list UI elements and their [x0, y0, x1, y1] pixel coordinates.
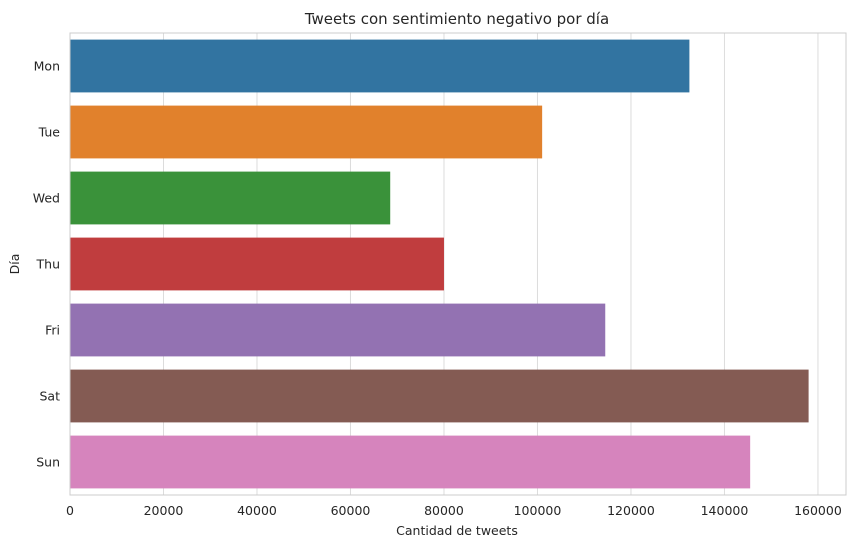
bar-fri	[70, 303, 606, 357]
x-tick-label: 100000	[514, 503, 562, 518]
bar-sat	[70, 369, 809, 423]
bar-sun	[70, 435, 751, 489]
y-tick-label: Fri	[45, 323, 60, 338]
x-tick-labels: 0 20000 40000 60000 80000 100000 120000 140000 1…	[66, 503, 842, 518]
x-tick-label: 120000	[607, 503, 655, 518]
y-tick-label: Sat	[40, 389, 61, 404]
y-tick-labels: Mon Tue Wed Thu Fri Sat Sun	[33, 59, 61, 470]
plot-frame	[69, 32, 847, 496]
bar-mon	[70, 39, 690, 93]
y-tick-label: Wed	[33, 191, 60, 206]
chart-title: Tweets con sentimiento negativo por día	[304, 10, 609, 28]
bar-thu	[70, 237, 444, 291]
bar-wed	[70, 171, 391, 225]
y-axis-label: Día	[7, 254, 22, 275]
y-tick-label: Tue	[38, 125, 61, 140]
x-axis-label: Cantidad de tweets	[396, 523, 518, 538]
y-tick-label: Mon	[34, 59, 60, 74]
x-tick-label: 140000	[701, 503, 749, 518]
x-tick-label: 160000	[794, 503, 842, 518]
y-tick-label: Thu	[36, 257, 60, 272]
x-tick-label: 60000	[331, 503, 371, 518]
x-tick-label: 80000	[424, 503, 464, 518]
bars	[70, 39, 809, 489]
x-tick-label: 20000	[144, 503, 184, 518]
x-tick-label: 0	[66, 503, 74, 518]
y-tick-label: Sun	[36, 455, 60, 470]
x-tick-label: 40000	[237, 503, 277, 518]
bar-tue	[70, 105, 543, 159]
